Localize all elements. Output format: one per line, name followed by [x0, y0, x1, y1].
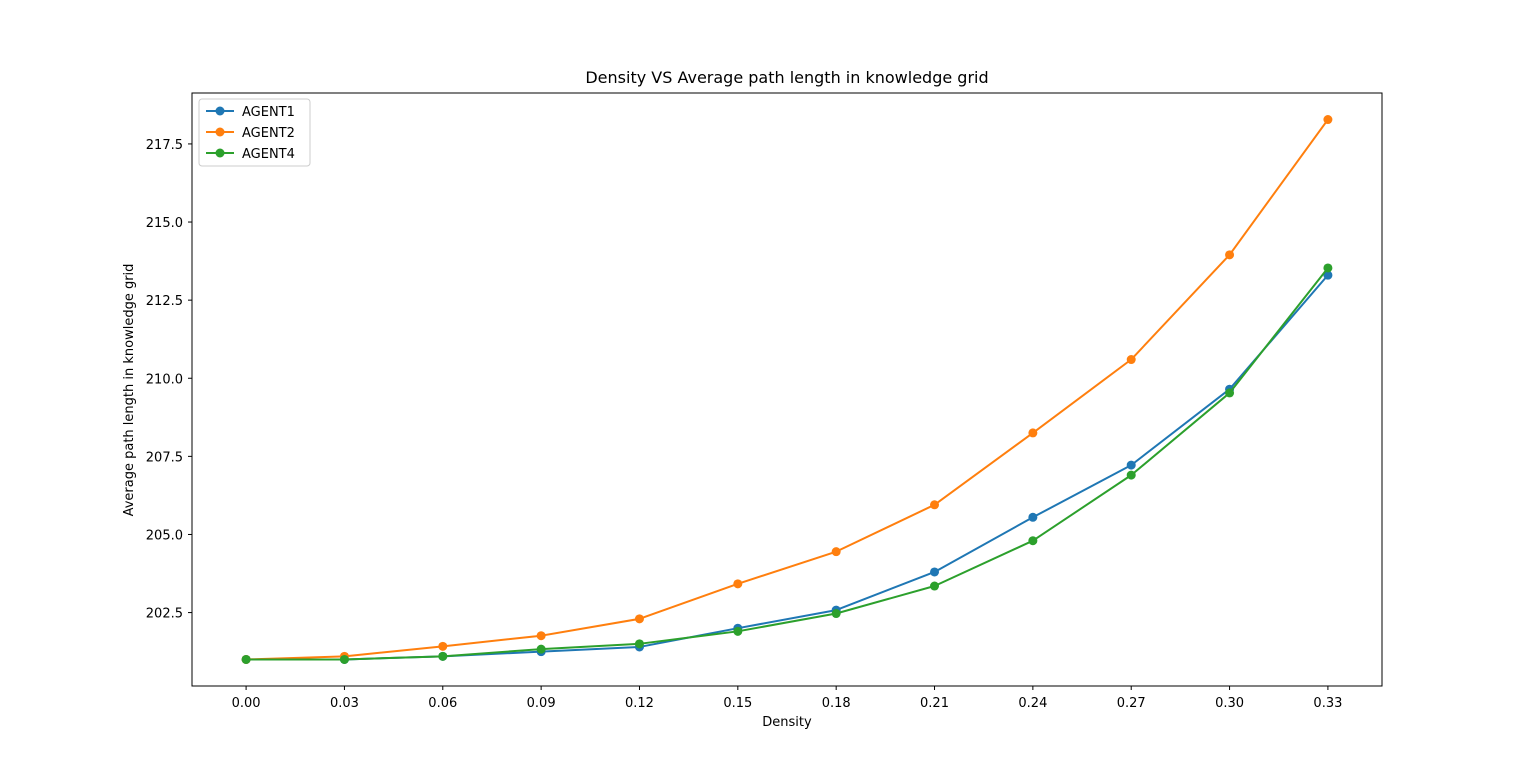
data-point — [1323, 263, 1333, 273]
data-point — [1126, 355, 1136, 365]
x-tick-label: 0.30 — [1215, 696, 1244, 711]
data-point — [930, 500, 940, 510]
data-point — [1028, 512, 1038, 522]
legend-item: AGENT1 — [206, 105, 295, 120]
plot-frame — [191, 92, 1383, 687]
data-point — [930, 567, 940, 577]
y-tick-label: 210.0 — [146, 372, 183, 387]
legend-marker — [215, 148, 225, 158]
x-tick-label: 0.15 — [723, 696, 752, 711]
chart-title: Density VS Average path length in knowle… — [585, 68, 988, 87]
y-tick-label: 202.5 — [146, 607, 183, 622]
x-tick-label: 0.21 — [920, 696, 949, 711]
data-point — [1225, 250, 1235, 260]
y-tick-label: 215.0 — [146, 216, 183, 231]
y-tick-label: 207.5 — [146, 450, 183, 465]
legend-label: AGENT4 — [242, 147, 295, 162]
series-3 — [241, 263, 1333, 664]
data-point — [438, 651, 448, 661]
data-point — [1028, 536, 1038, 546]
legend: AGENT1 AGENT2 AGENT4 — [198, 98, 311, 167]
legend-marker — [215, 127, 225, 137]
y-axis: 202.5 205.0 207.5 210.0 212.5 215.0 217.5 — [146, 138, 192, 622]
data-point — [1323, 115, 1333, 125]
x-tick-label: 0.09 — [527, 696, 556, 711]
data-point — [733, 579, 743, 589]
legend-label: AGENT1 — [242, 105, 295, 120]
legend-item: AGENT4 — [206, 147, 295, 162]
data-point — [241, 654, 251, 664]
data-point — [1126, 470, 1136, 480]
data-point — [1028, 428, 1038, 438]
legend-marker — [215, 106, 225, 116]
x-tick-label: 0.00 — [232, 696, 261, 711]
y-axis-title: Average path length in knowledge grid — [122, 264, 137, 517]
legend-label: AGENT2 — [242, 126, 295, 141]
x-tick-label: 0.18 — [822, 696, 851, 711]
data-point — [438, 641, 448, 651]
data-point — [536, 644, 546, 654]
series-2 — [241, 115, 1333, 664]
data-point — [339, 654, 349, 664]
x-tick-label: 0.06 — [428, 696, 457, 711]
data-point — [634, 614, 644, 624]
data-point — [536, 631, 546, 641]
x-axis: 0.00 0.03 0.06 0.09 0.12 0.15 0.18 0.21 0.24 0.27… — [232, 686, 1342, 711]
x-axis-title: Density — [762, 715, 812, 730]
data-point — [634, 639, 644, 649]
data-point — [831, 547, 841, 557]
x-tick-label: 0.03 — [330, 696, 359, 711]
x-tick-label: 0.12 — [625, 696, 654, 711]
data-point — [831, 609, 841, 619]
legend-box — [198, 98, 311, 167]
y-tick-label: 212.5 — [146, 294, 183, 309]
series-line — [246, 118, 1329, 661]
data-point — [1323, 270, 1333, 280]
legend-item: AGENT2 — [206, 126, 295, 141]
data-point — [733, 626, 743, 636]
data-point — [1126, 460, 1136, 470]
x-tick-label: 0.24 — [1018, 696, 1047, 711]
data-point — [930, 581, 940, 591]
data-point — [1225, 388, 1235, 398]
y-tick-label: 217.5 — [146, 138, 183, 153]
x-tick-label: 0.27 — [1117, 696, 1146, 711]
series-line — [246, 267, 1329, 661]
y-tick-label: 205.0 — [146, 528, 183, 543]
x-tick-label: 0.33 — [1313, 696, 1342, 711]
plot-area — [241, 115, 1333, 664]
